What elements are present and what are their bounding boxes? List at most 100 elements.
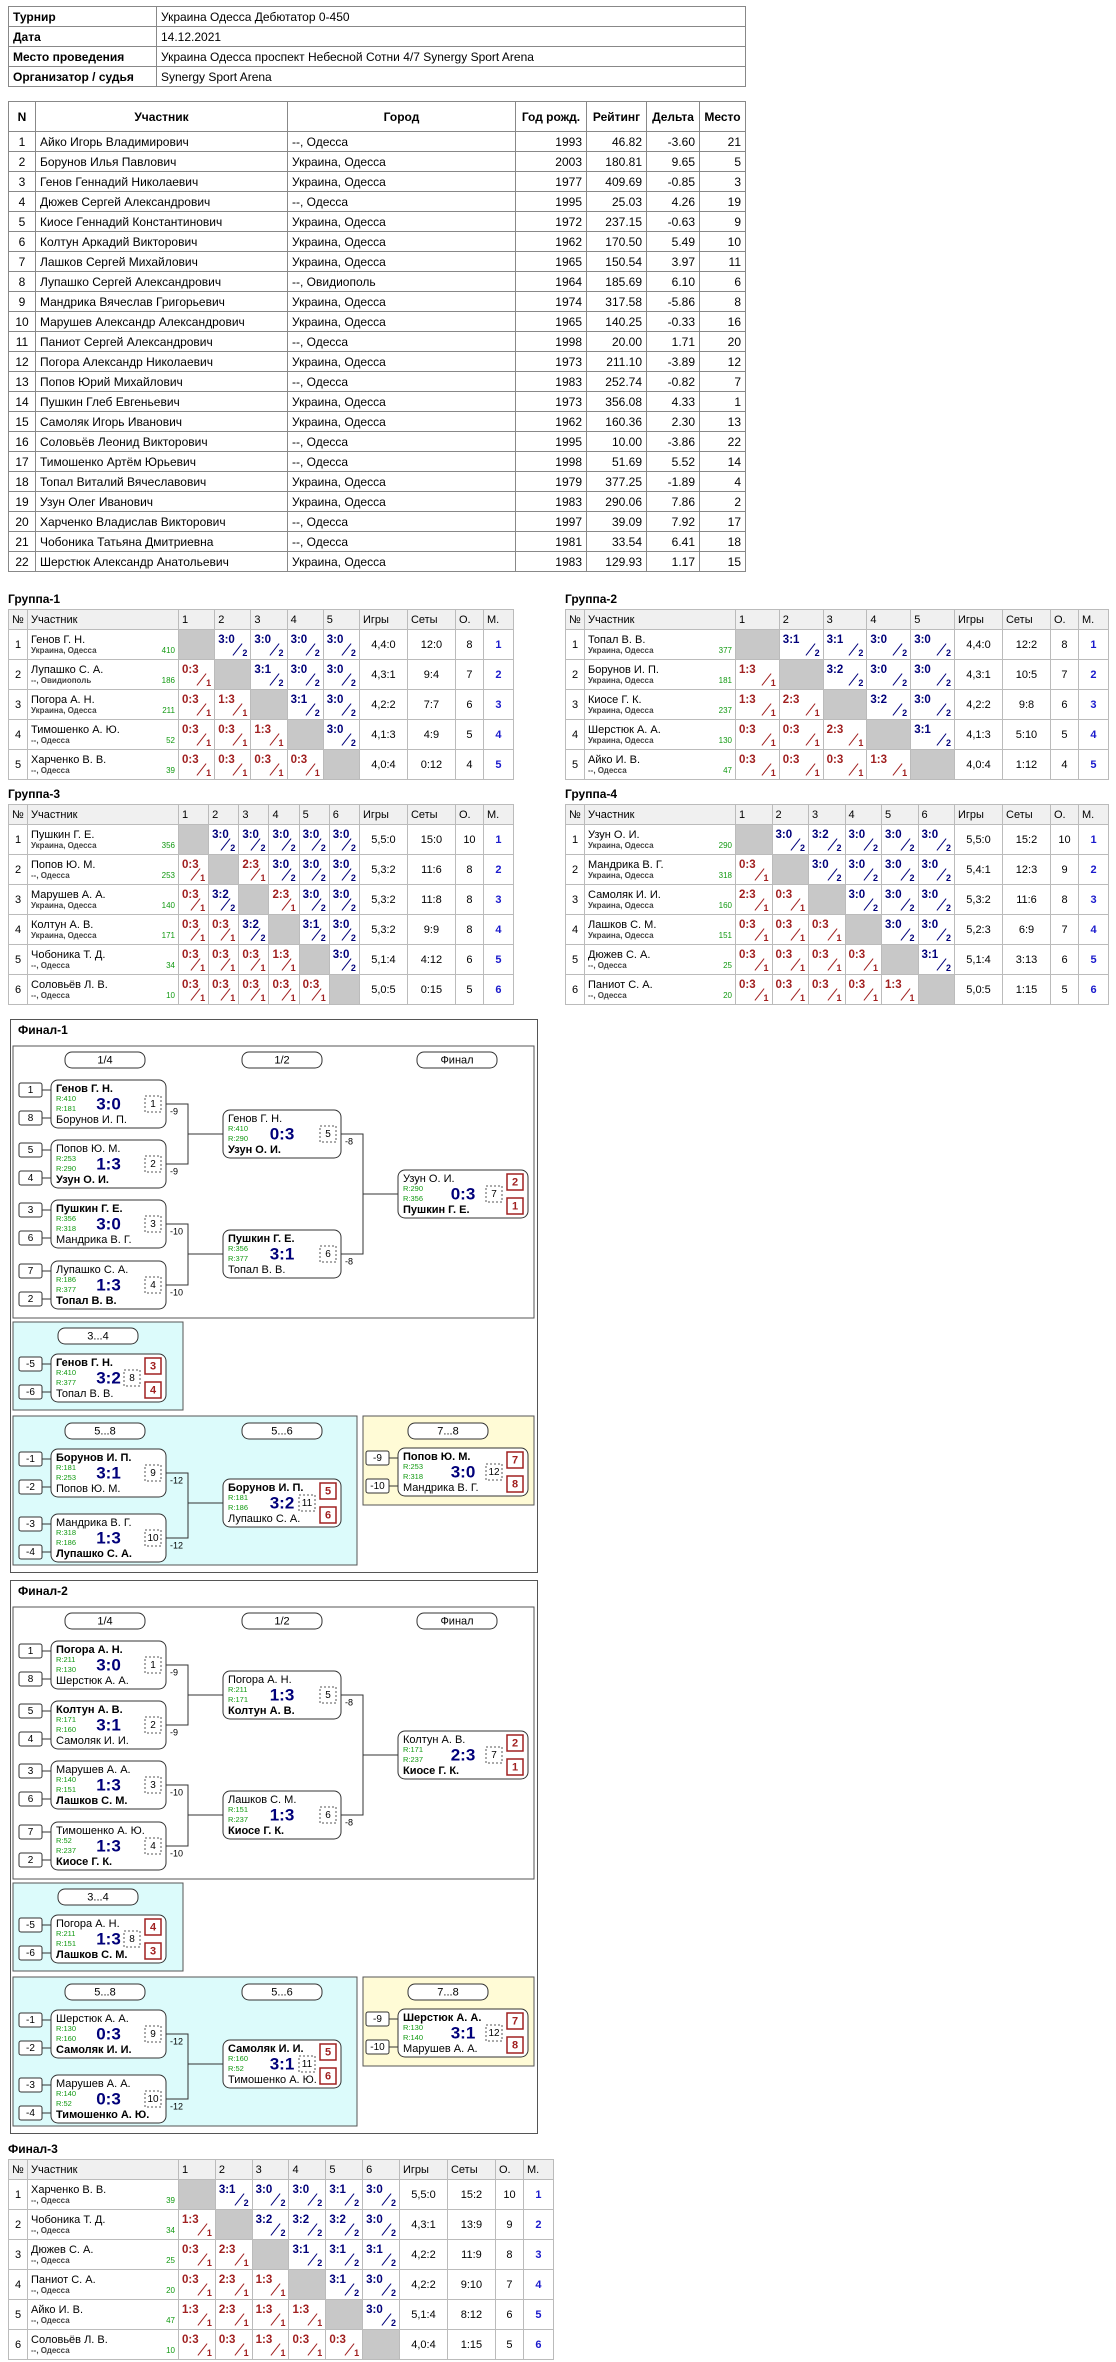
seed-box (18, 2012, 43, 2028)
player-rating: R:237 (403, 1755, 423, 1764)
games: 5,1:4 (358, 944, 408, 975)
score-cell: 3:0 2 (808, 854, 846, 885)
player-rating: 130 (718, 736, 732, 745)
participant-cell: 19 (699, 191, 746, 212)
match-score: 3:1 (451, 2023, 476, 2042)
match-points: 2 (390, 2228, 396, 2238)
participant-cell: -3.86 (646, 431, 700, 452)
player-cell: Харченко В. В. --, Одесса 39 (27, 2179, 179, 2210)
match-points: 2 (260, 933, 266, 943)
match-number: 12 (488, 1467, 500, 1478)
score: 0:3 (242, 949, 259, 961)
score: 3:0 (366, 2274, 383, 2286)
bracket-connector (341, 1694, 398, 1816)
seed: 7 (28, 1827, 34, 1838)
player-name: Борунов И. П. (228, 1482, 303, 1494)
round-header: 3...4 (87, 1330, 108, 1342)
player-sub: --, Одесса 34 (31, 961, 175, 970)
participant-cell: 290.06 (586, 491, 647, 512)
seed-box (18, 2077, 43, 2093)
participant-cell: Погора Александр Николаевич (35, 351, 288, 372)
match-points: 1 (763, 963, 769, 973)
place-box (506, 1475, 524, 1493)
match-points: 2 (317, 2198, 323, 2208)
points: 6 (1049, 689, 1079, 720)
match-box (397, 1169, 529, 1219)
final-title: Финал-1 (18, 1023, 68, 1037)
points: 10 (454, 824, 484, 855)
place: 3 (150, 1945, 156, 1957)
score: 3:0 (914, 664, 931, 676)
round-header-box (241, 1051, 323, 1069)
player-rating: 140 (161, 901, 175, 910)
match-box (222, 1670, 342, 1720)
column-header: 2 (214, 609, 252, 630)
participant-row: 9 Мандрика Вячеслав Григорьевич Украина, О… (8, 291, 746, 312)
player-sub: --, Одесса 34 (31, 2226, 175, 2235)
round-header: 5...6 (271, 1425, 292, 1437)
participant-cell: 409.69 (586, 171, 647, 192)
score-cell: 3:0 2 (286, 629, 324, 660)
group-table: № Участник 1 2 3 4 5 6 Игры Сеты О. М. 1 Харченко В. … (8, 2159, 554, 2360)
column-header: 5 (298, 804, 330, 825)
seed-box (18, 1791, 43, 1807)
seed-box (365, 2011, 390, 2027)
score: 0:3 (826, 754, 844, 766)
round-header: 5...6 (271, 1986, 292, 1998)
player-rating: R:410 (56, 1368, 76, 1377)
score: 3:0 (775, 829, 793, 841)
place: 6 (1078, 974, 1109, 1005)
player-city: --, Овидиополь (31, 676, 92, 685)
player-rating: R:377 (56, 1378, 76, 1387)
score-cell: 3:0 2 (881, 884, 919, 915)
score: 0:3 (254, 754, 271, 766)
participant-cell: 3 (699, 171, 746, 192)
row-number: 4 (8, 719, 28, 750)
points: 10 (494, 2179, 524, 2210)
place: 3 (482, 689, 514, 720)
participant-row: 18 Топал Виталий Вячеславович Украина, Оде… (8, 471, 746, 492)
group-row: 2 Мандрика В. Г. Украина, Одесса 318 0:3 1 3:0… (565, 854, 1109, 885)
games: 5,0:5 (954, 974, 1003, 1005)
participant-cell: 252.74 (586, 371, 647, 392)
column-header: 3 (808, 804, 846, 825)
score-cell: 0:3 1 (735, 914, 773, 945)
place: 4 (150, 1384, 157, 1396)
player-name: Колтун А. В. (403, 1734, 465, 1746)
match-points: 1 (280, 2318, 286, 2328)
score: 3:0 (290, 664, 308, 676)
player-name: Киосе Г. К. (56, 1856, 112, 1868)
seed-box (18, 1451, 43, 1467)
row-number: 3 (565, 689, 585, 720)
score-cell: 1:3 1 (735, 659, 780, 690)
place-box (506, 1758, 524, 1776)
score-cell: 2:3 1 (214, 2269, 253, 2300)
player-name: Узун О. И. (228, 1144, 281, 1156)
participant-cell: -0.82 (646, 371, 700, 392)
player-rating: R:290 (56, 1164, 76, 1173)
score: 0:3 (212, 949, 229, 961)
player-cell: Колтун А. В. Украина, Одесса 171 (27, 914, 179, 945)
round-header-box (241, 1983, 323, 2001)
match-box (397, 1730, 529, 1780)
group-table: № Участник 1 2 3 4 5 6 Игры Сеты О. М. 1 Узун О. И. Ук… (565, 804, 1109, 1005)
match-number-box (298, 1494, 316, 1512)
group-row: 2 Лупашко С. А. --, Овидиополь 186 0:3 1 3:1 2 3… (8, 659, 514, 690)
participant-cell: 5 (8, 211, 36, 232)
score-cell: 3:2 2 (822, 659, 868, 690)
seed: -9 (373, 2014, 382, 2025)
participant-cell: 6.41 (646, 531, 700, 552)
loser-next: -10 (170, 1226, 183, 1236)
participant-cell: 16 (8, 431, 36, 452)
player-rating: R:186 (56, 1538, 76, 1547)
seed: -2 (26, 2043, 35, 2054)
seed-box (18, 1356, 43, 1372)
player-name: Мандрика В. Г. (403, 1482, 479, 1494)
score-cell: 1:3 1 (214, 689, 252, 720)
group-row: 5 Харченко В. В. --, Одесса 39 0:3 1 0:3 1 0:3 1 0… (8, 749, 514, 780)
match-points: 2 (390, 2198, 396, 2208)
score: 1:3 (739, 694, 756, 706)
score-cell: 3:0 2 (298, 884, 330, 915)
self-cell (322, 749, 360, 780)
player-rating: 211 (162, 706, 175, 715)
